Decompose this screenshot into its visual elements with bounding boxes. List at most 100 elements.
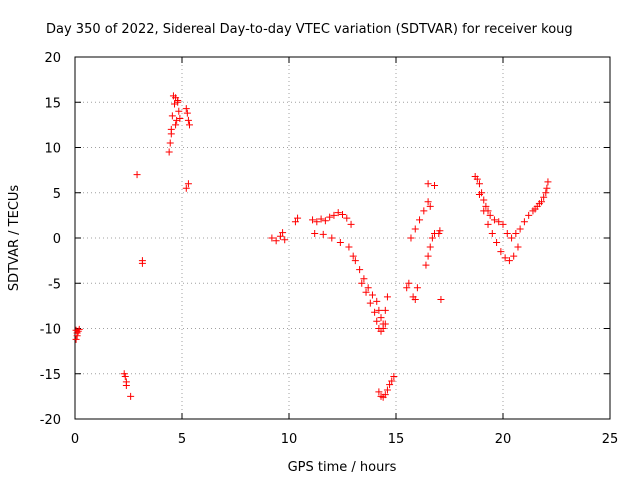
data-point: [381, 391, 389, 399]
data-point: [422, 261, 430, 269]
data-point: [168, 112, 176, 120]
data-point: [371, 308, 379, 316]
data-point: [480, 196, 488, 204]
data-point: [74, 327, 82, 335]
data-point: [490, 216, 498, 224]
grid: [75, 57, 610, 419]
x-axis-label: GPS time / hours: [288, 460, 397, 475]
data-point: [375, 388, 383, 396]
data-point: [351, 257, 359, 265]
data-point: [426, 202, 434, 210]
y-tick-label: -15: [40, 368, 61, 383]
y-tick-label: -5: [48, 277, 61, 292]
data-point: [294, 214, 302, 222]
data-point: [183, 109, 191, 117]
data-point: [383, 386, 391, 394]
y-tick-label: -20: [40, 413, 61, 428]
data-point: [377, 314, 385, 322]
data-point: [543, 184, 551, 192]
data-point: [407, 234, 415, 242]
data-point: [480, 207, 488, 215]
data-point: [138, 259, 146, 267]
chart-title: Day 350 of 2022, Sidereal Day-to-day VTE…: [46, 22, 573, 37]
data-point: [437, 296, 445, 304]
data-point: [347, 220, 355, 228]
data-point: [184, 180, 192, 188]
data-point: [321, 217, 329, 225]
data-point: [497, 248, 505, 256]
data-point: [334, 209, 342, 217]
axis-ticks: 0 5 10 15 20 25 -20 -15 -10 -5 0 5 10 15 20: [40, 51, 619, 447]
data-point: [121, 372, 129, 380]
data-point: [360, 275, 368, 283]
data-point: [375, 306, 383, 314]
data-point: [182, 184, 190, 192]
data-point: [172, 121, 180, 129]
data-point: [473, 175, 481, 183]
data-point: [405, 279, 413, 287]
x-tick-label: 25: [602, 432, 619, 447]
y-tick-label: 5: [53, 187, 61, 202]
data-point: [311, 229, 319, 237]
data-point: [176, 115, 184, 123]
data-point: [436, 227, 444, 235]
data-point: [379, 320, 387, 328]
data-point: [133, 171, 141, 179]
data-point: [317, 215, 325, 223]
data-point: [486, 211, 494, 219]
data-points: [72, 92, 552, 401]
data-point: [127, 392, 135, 400]
y-tick-label: -10: [40, 323, 61, 338]
data-point: [173, 116, 181, 124]
data-point: [381, 306, 389, 314]
x-tick-label: 15: [388, 432, 405, 447]
data-point: [175, 107, 183, 115]
data-point: [411, 296, 419, 304]
x-tick-label: 0: [71, 432, 79, 447]
x-tick-label: 5: [178, 432, 186, 447]
data-point: [349, 252, 357, 260]
data-point: [488, 229, 496, 237]
data-point: [383, 293, 391, 301]
y-tick-label: 20: [44, 51, 61, 66]
data-point: [403, 284, 411, 292]
data-point: [503, 229, 511, 237]
data-point: [336, 239, 344, 247]
data-point: [326, 213, 334, 221]
data-point: [512, 229, 520, 237]
data-point: [268, 234, 276, 242]
data-point: [373, 297, 381, 305]
data-point: [544, 178, 552, 186]
data-point: [122, 382, 130, 390]
data-point: [309, 216, 317, 224]
data-point: [356, 266, 364, 274]
y-tick-label: 15: [44, 96, 61, 111]
data-point: [516, 225, 524, 233]
data-point: [184, 116, 192, 124]
data-point: [165, 148, 173, 156]
data-point: [272, 237, 280, 245]
data-point: [362, 288, 370, 296]
data-point: [386, 381, 394, 389]
data-point: [174, 98, 182, 106]
data-point: [330, 211, 338, 219]
data-point: [525, 211, 533, 219]
x-tick-label: 10: [281, 432, 298, 447]
data-point: [424, 252, 432, 260]
data-point: [166, 139, 174, 147]
data-point: [388, 377, 396, 385]
data-point: [505, 257, 513, 265]
data-point: [531, 205, 539, 213]
data-point: [390, 372, 398, 380]
data-point: [431, 182, 439, 190]
data-point: [420, 207, 428, 215]
data-point: [339, 210, 346, 218]
data-point: [313, 218, 321, 226]
data-point: [171, 100, 179, 108]
data-point: [475, 180, 483, 188]
data-point: [328, 234, 336, 242]
data-point: [426, 243, 434, 251]
data-point: [358, 279, 366, 287]
data-point: [319, 230, 327, 238]
data-point: [540, 193, 548, 201]
